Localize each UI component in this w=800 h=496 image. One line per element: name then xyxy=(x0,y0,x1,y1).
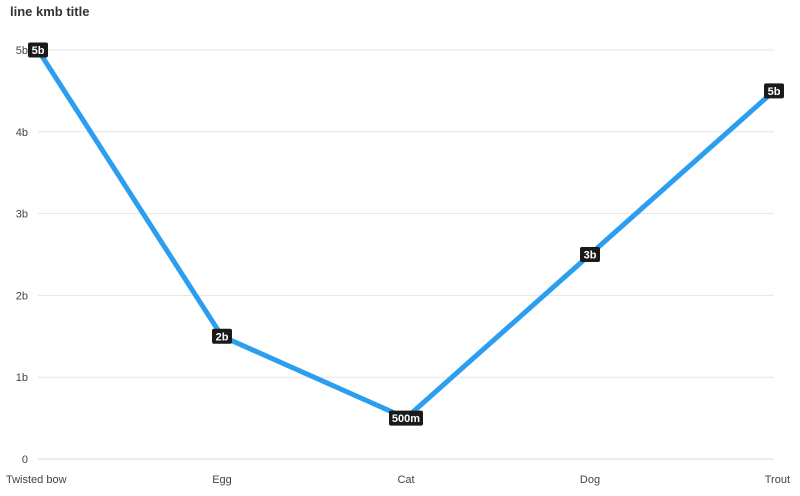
data-label-background xyxy=(212,328,232,344)
data-label: 3b xyxy=(580,247,600,262)
data-label-text: 500m xyxy=(392,413,420,425)
y-tick-label: 1b xyxy=(16,372,28,384)
data-label-background xyxy=(764,83,784,99)
y-tick-label: 3b xyxy=(16,209,28,221)
data-label-text: 2b xyxy=(216,331,229,343)
x-axis-tick-labels: Twisted bow Egg Cat Dog Trout xyxy=(6,474,790,486)
data-label: 2b xyxy=(212,328,232,344)
x-tick-label: Dog xyxy=(580,474,600,486)
data-label: 5b xyxy=(764,83,784,99)
x-tick-label: Trout xyxy=(765,474,790,486)
x-tick-label: Twisted bow xyxy=(6,474,67,486)
data-label-text: 5b xyxy=(32,45,45,57)
x-tick-label: Egg xyxy=(212,474,232,486)
y-tick-label: 2b xyxy=(16,290,28,302)
data-label-text: 3b xyxy=(584,250,597,262)
data-label: 5b xyxy=(28,42,48,58)
y-axis-tick-labels: 0 1b 2b 3b 4b 5b xyxy=(16,45,28,466)
data-label-background xyxy=(389,410,423,426)
data-label-background xyxy=(580,247,600,262)
x-tick-label: Cat xyxy=(397,474,414,486)
data-labels: 5b 2b 500m 3b 5b xyxy=(28,42,784,426)
series-layer xyxy=(35,47,777,421)
series-line xyxy=(35,47,777,421)
data-label: 500m xyxy=(389,410,423,426)
gridlines xyxy=(38,49,774,460)
data-label-text: 5b xyxy=(768,86,781,98)
y-tick-label: 5b xyxy=(16,45,28,57)
chart-title: line kmb title xyxy=(10,4,90,19)
data-label-background xyxy=(28,42,48,58)
y-tick-label: 4b xyxy=(16,127,28,139)
y-tick-label: 0 xyxy=(22,454,28,466)
